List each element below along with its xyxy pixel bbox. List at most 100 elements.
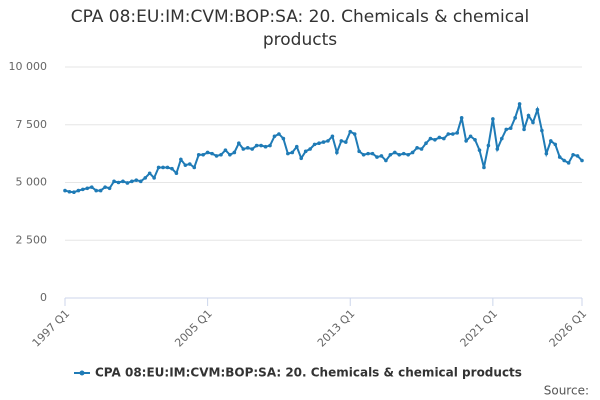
legend-marker <box>79 370 85 376</box>
data-point <box>361 152 366 157</box>
data-point <box>348 129 353 134</box>
data-point <box>495 147 500 151</box>
data-point <box>277 132 281 136</box>
legend-label: CPA 08:EU:IM:CVM:BOP:SA: 20. Chemicals &… <box>95 366 522 380</box>
x-tick-label: 2005 Q1 <box>172 307 215 350</box>
data-point <box>281 136 286 141</box>
y-tick-label: 7 500 <box>16 118 48 131</box>
data-point <box>259 143 263 148</box>
data-point <box>214 154 219 158</box>
data-point <box>504 127 509 132</box>
data-point <box>580 158 584 163</box>
data-point <box>433 137 437 142</box>
data-point <box>219 152 223 157</box>
data-point <box>499 136 504 141</box>
data-point <box>553 142 558 147</box>
data-point <box>303 149 308 154</box>
data-point <box>526 113 531 118</box>
data-point <box>112 179 116 184</box>
data-point <box>388 152 393 157</box>
data-point <box>531 120 535 125</box>
data-point <box>464 139 468 143</box>
data-point <box>241 147 246 151</box>
data-point <box>571 152 575 157</box>
data-point <box>557 155 562 159</box>
data-point <box>437 135 442 140</box>
data-point <box>250 147 254 151</box>
data-point <box>81 187 85 192</box>
y-tick-label: 5 000 <box>16 176 48 189</box>
data-point <box>98 188 103 193</box>
data-point <box>85 186 90 191</box>
data-point <box>335 150 339 155</box>
data-point <box>446 132 451 136</box>
data-point <box>455 131 460 135</box>
data-point <box>134 178 139 182</box>
data-point <box>535 107 540 112</box>
data-point <box>424 141 428 146</box>
data-point <box>317 141 321 146</box>
data-point <box>116 180 121 185</box>
data-point <box>370 151 375 156</box>
data-point <box>147 171 152 176</box>
data-point <box>76 188 81 193</box>
data-point <box>308 147 312 151</box>
data-point <box>89 185 94 189</box>
data-point <box>201 152 205 157</box>
data-point <box>286 151 290 156</box>
data-point <box>566 161 571 165</box>
data-point <box>375 155 379 159</box>
data-point <box>575 154 580 158</box>
data-point <box>254 143 259 148</box>
data-point <box>321 140 326 144</box>
data-point <box>290 150 295 155</box>
data-point <box>272 134 277 139</box>
data-point <box>477 148 482 152</box>
x-tick-label: 1997 Q1 <box>30 307 73 350</box>
data-point <box>170 166 174 171</box>
data-point <box>63 188 67 193</box>
data-point <box>339 139 344 143</box>
data-point <box>442 136 446 141</box>
data-point <box>330 134 335 139</box>
data-point <box>549 139 553 143</box>
y-tick-label: 10 000 <box>9 60 48 73</box>
data-point <box>366 151 370 156</box>
data-point <box>67 189 72 194</box>
x-tick-label: 2026 Q1 <box>547 307 590 350</box>
data-point <box>103 185 107 189</box>
data-point <box>205 150 210 155</box>
data-point <box>183 163 188 167</box>
data-point <box>143 176 148 180</box>
data-point <box>228 152 232 157</box>
data-point <box>245 146 250 150</box>
data-point <box>562 158 566 163</box>
data-point <box>312 142 317 147</box>
data-point <box>107 186 112 191</box>
data-point <box>326 139 330 143</box>
data-point <box>263 144 268 149</box>
data-point <box>384 158 388 163</box>
data-point <box>486 143 491 148</box>
data-point <box>187 162 192 166</box>
chart-title: CPA 08:EU:IM:CVM:BOP:SA: 20. Chemicals &… <box>70 7 530 50</box>
data-point <box>482 165 486 170</box>
data-point <box>393 150 397 155</box>
data-point <box>156 165 161 170</box>
data-point <box>491 117 495 121</box>
data-point <box>415 146 419 150</box>
data-point <box>152 176 156 180</box>
data-point <box>343 140 348 144</box>
source: Source: <box>544 384 589 398</box>
data-point <box>125 181 130 185</box>
data-point <box>540 128 544 133</box>
data-point <box>223 148 228 152</box>
data-point <box>138 179 143 184</box>
data-point <box>379 154 384 158</box>
data-point <box>196 152 201 157</box>
data-point <box>130 179 134 184</box>
x-tick-label: 2021 Q1 <box>458 307 501 350</box>
data-point <box>508 126 513 131</box>
